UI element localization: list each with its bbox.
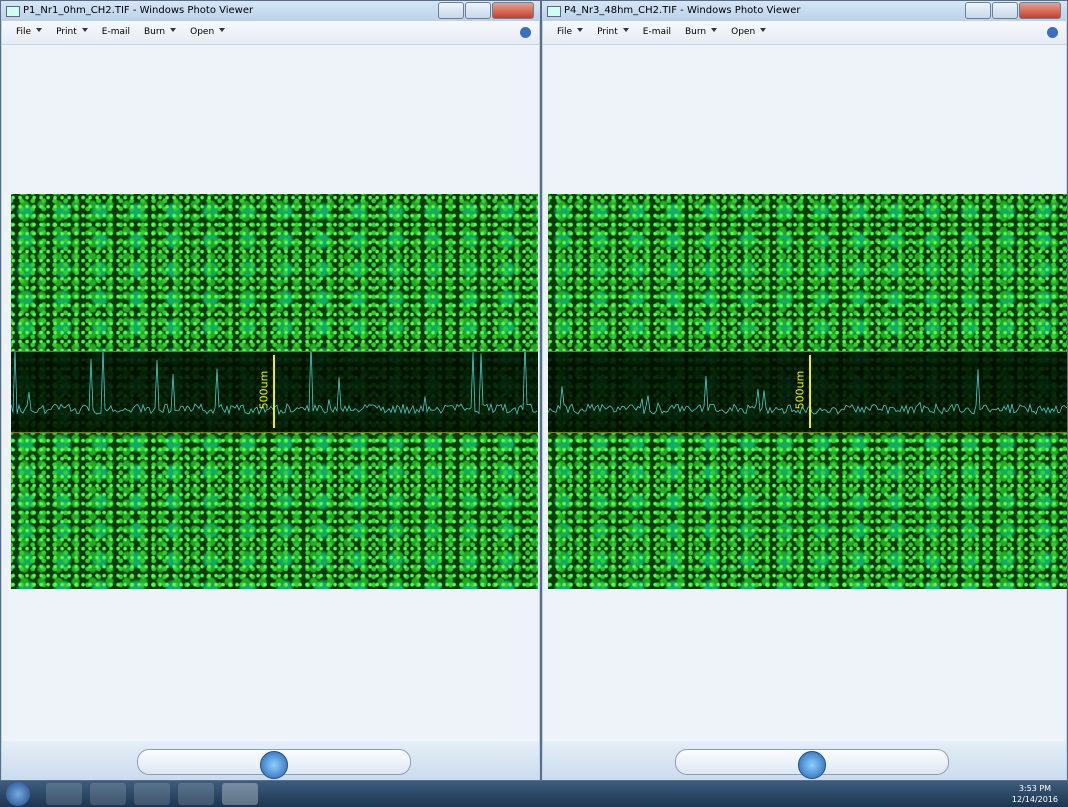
photo-viewer-window: P4_Nr3_48hm_CH2.TIF - Windows Photo View… bbox=[541, 0, 1068, 781]
photo-viewer-app[interactable] bbox=[222, 783, 258, 805]
title-bar: P4_Nr3_48hm_CH2.TIF - Windows Photo View… bbox=[542, 1, 1067, 21]
intensity-trace bbox=[548, 352, 1068, 432]
microscopy-image: 500um bbox=[11, 194, 538, 589]
controls bbox=[675, 749, 949, 775]
menu-item[interactable]: Print bbox=[597, 21, 629, 44]
control-bar bbox=[543, 741, 1066, 781]
menu-bar: File Print E-mail Burn Open bbox=[2, 21, 539, 45]
trace-line bbox=[548, 369, 1068, 414]
window-title: P4_Nr3_48hm_CH2.TIF - Windows Photo View… bbox=[564, 5, 800, 16]
scale-label: 500um bbox=[794, 371, 807, 410]
maximize-button[interactable] bbox=[465, 2, 491, 19]
scale-bar bbox=[809, 355, 811, 428]
slideshow-button[interactable] bbox=[260, 751, 288, 779]
start-button[interactable] bbox=[6, 782, 30, 806]
menu-item[interactable]: File bbox=[16, 21, 42, 44]
slideshow-button[interactable] bbox=[798, 751, 826, 779]
clock: 3:53 PM 12/14/2016 bbox=[1012, 783, 1058, 805]
time: 3:53 PM bbox=[1012, 783, 1058, 794]
profile-band: 500um bbox=[548, 351, 1068, 433]
explorer-app[interactable] bbox=[90, 783, 126, 805]
window-buttons bbox=[437, 2, 534, 19]
date: 12/14/2016 bbox=[1012, 794, 1058, 805]
scale-label: 500um bbox=[258, 371, 271, 410]
media-app[interactable] bbox=[134, 783, 170, 805]
window-title: P1_Nr1_0hm_CH2.TIF - Windows Photo Viewe… bbox=[23, 5, 253, 16]
title-bar: P1_Nr1_0hm_CH2.TIF - Windows Photo Viewe… bbox=[1, 1, 540, 21]
paint-app[interactable] bbox=[178, 783, 214, 805]
maximize-button[interactable] bbox=[992, 2, 1018, 19]
window-icon bbox=[547, 6, 561, 17]
help-button[interactable] bbox=[520, 27, 531, 38]
menu-bar: File Print E-mail Burn Open bbox=[543, 21, 1066, 45]
menu-item[interactable]: Open bbox=[731, 21, 766, 44]
image-view: 500um bbox=[543, 45, 1066, 741]
control-bar bbox=[2, 741, 539, 781]
window-icon bbox=[6, 6, 20, 17]
taskbar: 3:53 PM 12/14/2016 bbox=[0, 781, 1068, 807]
photo-viewer-window: P1_Nr1_0hm_CH2.TIF - Windows Photo Viewe… bbox=[0, 0, 541, 781]
menu-item[interactable]: Open bbox=[190, 21, 225, 44]
close-button[interactable] bbox=[492, 2, 534, 19]
menu-item[interactable]: Print bbox=[56, 21, 88, 44]
microscopy-image: 500um bbox=[548, 194, 1068, 589]
screen: 3:53 PM 12/14/2016 (() => { const data =… bbox=[0, 0, 1068, 807]
menu-item[interactable]: E-mail bbox=[643, 21, 671, 44]
close-button[interactable] bbox=[1019, 2, 1061, 19]
controls bbox=[137, 749, 411, 775]
menu-item[interactable]: Burn bbox=[685, 21, 717, 44]
scale-bar bbox=[273, 355, 275, 428]
menu-item[interactable]: File bbox=[557, 21, 583, 44]
menu-item[interactable]: Burn bbox=[144, 21, 176, 44]
ie-app[interactable] bbox=[46, 783, 82, 805]
help-button[interactable] bbox=[1047, 27, 1058, 38]
image-view: 500um bbox=[2, 45, 539, 741]
profile-band: 500um bbox=[11, 351, 538, 433]
minimize-button[interactable] bbox=[438, 2, 464, 19]
menu-item[interactable]: E-mail bbox=[102, 21, 130, 44]
minimize-button[interactable] bbox=[965, 2, 991, 19]
window-buttons bbox=[964, 2, 1061, 19]
